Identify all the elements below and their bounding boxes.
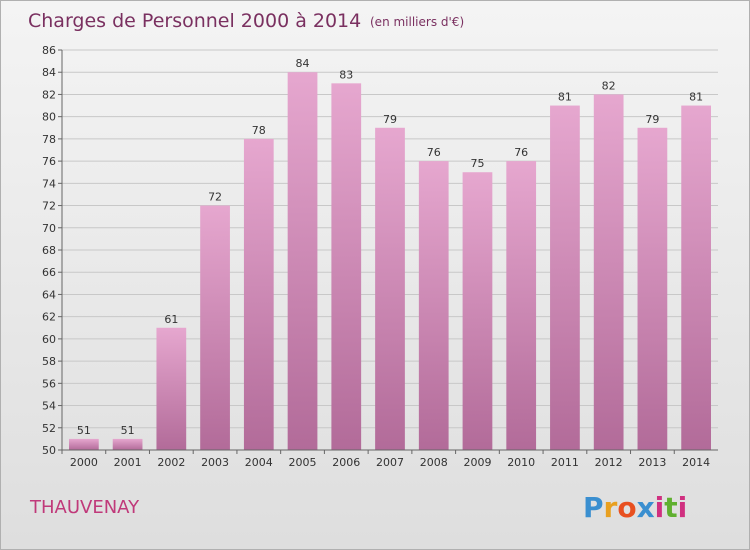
logo-letter: r (604, 491, 618, 524)
chart-title: Charges de Personnel 2000 à 2014 (28, 10, 361, 32)
bar-value-label: 51 (121, 424, 135, 437)
bar (68, 438, 99, 450)
x-tick-label: 2009 (463, 456, 491, 469)
y-tick-label: 64 (42, 288, 56, 301)
y-tick-label: 68 (42, 244, 56, 257)
y-tick-label: 80 (42, 111, 56, 124)
y-tick-label: 62 (42, 311, 56, 324)
y-tick-label: 66 (42, 266, 56, 279)
bar (112, 438, 143, 450)
y-tick-label: 60 (42, 333, 56, 346)
bar-value-label: 82 (602, 79, 616, 92)
bar (375, 127, 405, 451)
bar-value-label: 76 (427, 146, 441, 159)
y-tick-label: 86 (42, 44, 56, 57)
x-tick-label: 2007 (376, 456, 404, 469)
x-axis-ticks: 2000 2001 2002 2003 2004 2005 2006 2007 2008 2009… (61, 450, 710, 469)
x-tick-label: 2002 (157, 456, 185, 469)
bar-value-label: 84 (296, 57, 310, 70)
bar (331, 83, 362, 450)
y-tick-label: 50 (42, 444, 56, 457)
bar (462, 172, 493, 450)
bar-value-label: 81 (558, 91, 572, 104)
y-tick-label: 52 (42, 422, 56, 435)
y-tick-label: 58 (42, 355, 56, 368)
bar (418, 161, 449, 450)
y-tick-label: 76 (42, 155, 56, 168)
bar (506, 161, 537, 450)
logo-letter: i (678, 491, 688, 524)
y-tick-label: 70 (42, 222, 56, 235)
bar (681, 105, 712, 451)
bar-value-label: 51 (77, 424, 91, 437)
bar-value-label: 75 (470, 157, 484, 170)
y-tick-label: 56 (42, 377, 56, 390)
bar-value-label: 79 (645, 113, 659, 126)
bars: 51 51 61 72 78 84 83 79 76 75 76 81 82 79 81 (68, 57, 712, 451)
bar (156, 327, 187, 450)
x-tick-label: 2006 (332, 456, 360, 469)
x-tick-label: 2013 (638, 456, 666, 469)
y-axis-ticks: 50 52 54 56 58 60 62 64 66 68 70 72 74 76 78 80 82 84 86 (42, 44, 62, 457)
bar (243, 138, 274, 450)
bar (550, 105, 580, 451)
x-tick-label: 2010 (507, 456, 535, 469)
x-tick-label: 2005 (289, 456, 317, 469)
bar-value-label: 78 (252, 124, 266, 137)
bar-value-label: 79 (383, 113, 397, 126)
x-tick-label: 2012 (595, 456, 623, 469)
bar-value-label: 83 (339, 68, 353, 81)
bar (287, 72, 318, 450)
proxiti-logo: Proxiti (583, 491, 687, 524)
bar (593, 94, 624, 450)
x-tick-label: 2011 (551, 456, 579, 469)
x-tick-label: 2000 (70, 456, 98, 469)
y-tick-label: 74 (42, 177, 56, 190)
logo-letter: t (664, 491, 677, 524)
bar-value-label: 76 (514, 146, 528, 159)
bar (200, 205, 230, 450)
logo-letter: P (583, 491, 604, 524)
y-tick-label: 72 (42, 200, 56, 213)
bar (637, 127, 668, 451)
bar-value-label: 61 (164, 313, 178, 326)
y-tick-label: 82 (42, 88, 56, 101)
chart-subtitle: (en milliers d'€) (370, 15, 464, 29)
x-tick-label: 2014 (682, 456, 710, 469)
logo-letter: i (655, 491, 665, 524)
x-tick-label: 2008 (420, 456, 448, 469)
y-tick-label: 84 (42, 66, 56, 79)
x-tick-label: 2003 (201, 456, 229, 469)
y-tick-label: 78 (42, 133, 56, 146)
bar-value-label: 81 (689, 91, 703, 104)
y-tick-label: 54 (42, 400, 56, 413)
logo-letter: x (637, 491, 655, 524)
x-tick-label: 2001 (114, 456, 142, 469)
logo-letter: o (617, 491, 636, 524)
commune-name: THAUVENAY (29, 497, 140, 518)
x-tick-label: 2004 (245, 456, 273, 469)
bar-value-label: 72 (208, 191, 222, 204)
